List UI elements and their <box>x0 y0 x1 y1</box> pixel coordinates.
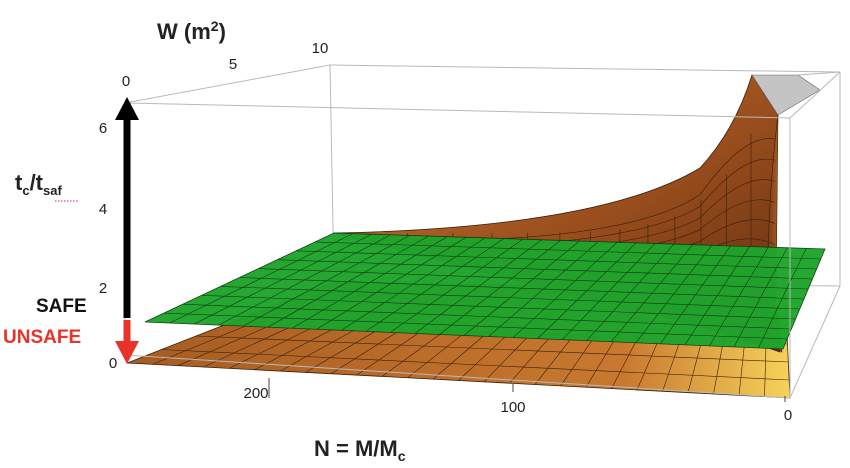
plane-grid-line <box>201 295 796 320</box>
z-tick-0: 0 <box>109 355 117 372</box>
z-tick-2: 2 <box>99 280 107 297</box>
plane-grid-line <box>277 259 813 280</box>
z-axis-title: tc/tsaf <box>15 170 62 198</box>
w-tick-5: 5 <box>229 56 237 73</box>
safe-arrow <box>115 97 139 318</box>
w-axis-title-sup: 2 <box>211 18 219 34</box>
n-tick-0: 0 <box>784 407 792 424</box>
w-tick-0: 0 <box>122 73 130 90</box>
w-axis-title-close: ) <box>219 19 226 44</box>
plane-grid-line <box>182 303 792 330</box>
z-axis-title-main: t <box>15 170 23 195</box>
plane-grid-line <box>315 241 821 260</box>
n-axis-title: N = M/Mc <box>314 436 406 464</box>
green-plane <box>144 232 826 350</box>
floor-grid-line <box>195 335 789 363</box>
n-tick-200: 200 <box>243 385 268 402</box>
plane-grid-line <box>258 268 809 290</box>
z-axis-title-sep: /t <box>30 170 44 195</box>
z-axis-title-sub2: saf <box>43 183 62 198</box>
w-axis-title: W (m2) <box>157 18 226 44</box>
safe-label: SAFE <box>36 296 87 317</box>
bounding-box-front <box>124 71 841 399</box>
plane-grid-line <box>163 312 788 340</box>
unsafe-arrow <box>115 320 139 364</box>
n-axis-title-main: N = M/M <box>314 436 398 461</box>
floor-grid-line <box>161 349 790 381</box>
plane-grid-line <box>296 250 817 270</box>
n-tick-100: 100 <box>500 399 525 416</box>
unsafe-label: UNSAFE <box>3 327 81 348</box>
z-axis-title-sub1: c <box>22 183 29 198</box>
plane-grid-line <box>220 286 800 310</box>
plane-grid-line <box>239 277 805 300</box>
plane-grid <box>163 233 821 349</box>
z-tick-6: 6 <box>99 120 107 137</box>
z-tick-4: 4 <box>99 201 107 218</box>
w-tick-10: 10 <box>312 40 329 57</box>
w-axis-title-main: W (m <box>157 19 211 44</box>
n-axis-title-sub: c <box>398 448 406 464</box>
tick-marks <box>268 378 786 402</box>
